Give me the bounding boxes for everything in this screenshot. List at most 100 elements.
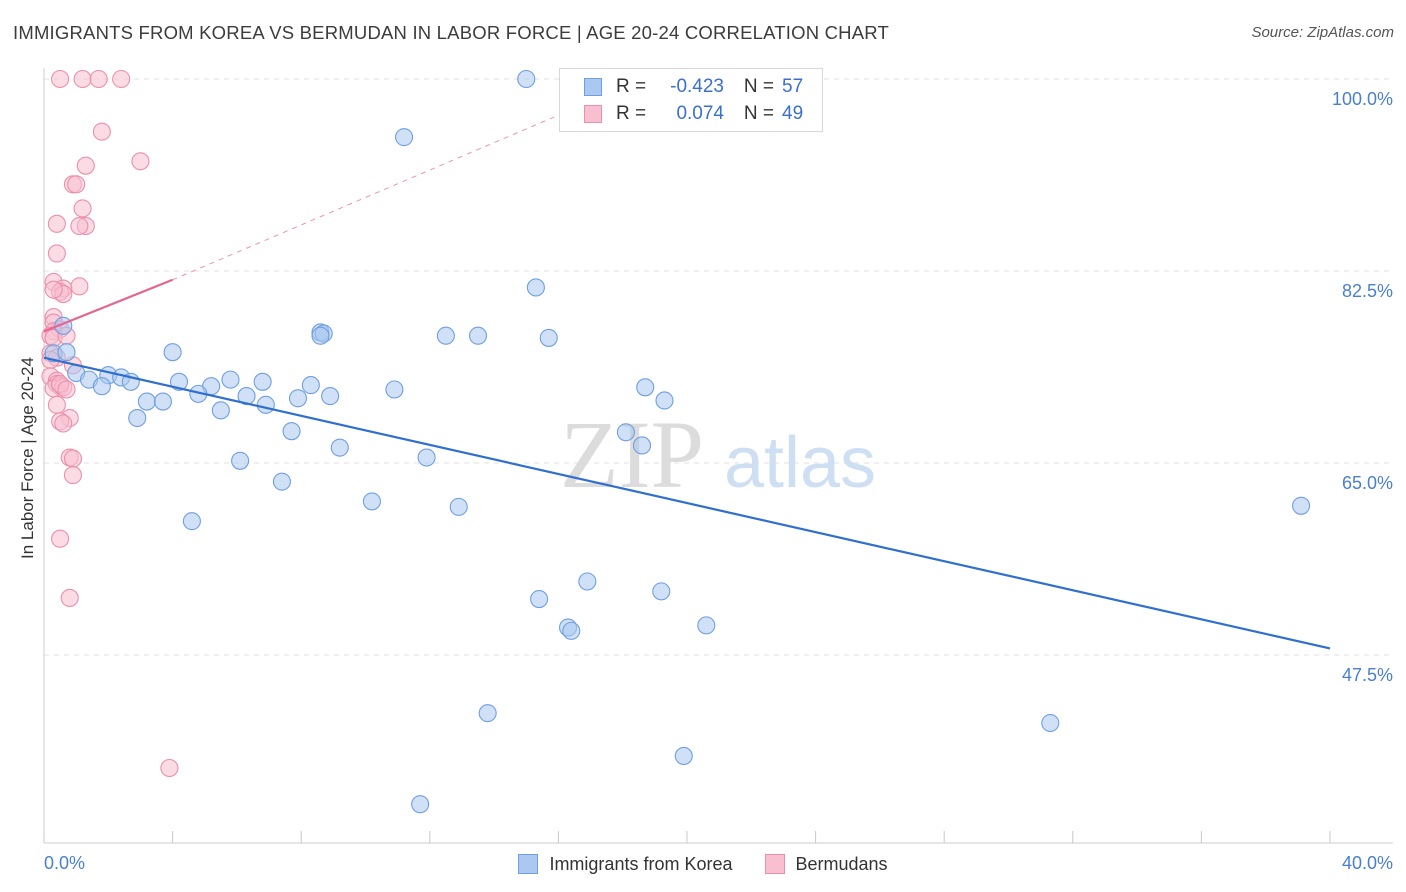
bermudan-point <box>44 280 63 299</box>
watermark-atlas: atlas <box>724 423 876 503</box>
y-tick-label: 100.0% <box>1332 89 1393 109</box>
r-value: 0.074 <box>676 103 724 124</box>
n-value: 49 <box>782 103 804 124</box>
korea-point <box>153 392 173 411</box>
korea-point <box>1041 713 1060 733</box>
bermudan-point <box>51 69 70 89</box>
bermudan-point <box>47 214 66 233</box>
r-value: -0.423 <box>670 76 724 97</box>
bermudan-point <box>73 199 92 218</box>
bermudan-point <box>60 588 79 607</box>
korea-point <box>301 376 320 395</box>
legend-row-korea: R = -0.423 N = 57 <box>584 75 803 99</box>
bermudan-trend-extension <box>172 114 559 281</box>
korea-point <box>636 378 655 397</box>
korea-point <box>163 343 182 362</box>
korea-point <box>1292 496 1311 515</box>
x-tick-label: 0.0% <box>44 853 85 873</box>
y-tick-label: 65.0% <box>1342 473 1393 493</box>
n-value: 57 <box>782 76 804 97</box>
korea-point <box>253 372 272 391</box>
legend-row-bermudan: R = 0.074 N = 49 <box>584 102 803 126</box>
bermudan-point <box>70 216 89 236</box>
korea-legend-swatch <box>518 854 539 874</box>
korea-point <box>578 572 597 591</box>
bermudan-point <box>47 395 66 414</box>
korea-point <box>517 69 536 89</box>
r-label: R = <box>616 76 647 97</box>
bermudan-point <box>57 380 76 399</box>
korea-point <box>655 391 674 410</box>
bermudan-point <box>54 414 73 433</box>
x-tick-label: 40.0% <box>1342 853 1393 873</box>
legend-item-korea[interactable]: Immigrants from Korea <box>518 853 733 875</box>
korea-point <box>562 621 581 640</box>
korea-point <box>288 389 308 408</box>
korea-point <box>674 746 693 765</box>
y-tick-label: 82.5% <box>1342 281 1393 301</box>
korea-point <box>616 423 635 442</box>
source-credit: Source: ZipAtlas.com <box>1251 24 1394 41</box>
korea-point <box>411 795 430 814</box>
korea-point <box>468 326 488 345</box>
bermudan-point <box>112 69 131 89</box>
korea-point <box>632 436 652 455</box>
korea-point <box>231 451 250 470</box>
korea-point <box>182 512 201 531</box>
korea-point <box>211 401 230 420</box>
bermudan-point <box>70 277 89 296</box>
bermudan-point <box>51 529 70 548</box>
korea-point <box>417 448 436 467</box>
korea-point <box>282 422 301 441</box>
bermudan-points <box>41 69 179 778</box>
korea-point <box>92 377 111 396</box>
bermudan-point <box>63 466 82 485</box>
bermudan-point <box>160 758 179 778</box>
korea-point <box>321 387 340 406</box>
korea-point <box>385 380 404 399</box>
korea-point <box>128 408 147 428</box>
korea-point <box>57 343 76 362</box>
korea-points <box>44 69 1311 814</box>
korea-point <box>478 704 497 723</box>
n-label: N = <box>743 76 774 97</box>
bermudan-swatch <box>584 105 602 123</box>
n-label: N = <box>743 103 774 124</box>
legend-item-bermudan[interactable]: Bermudans <box>764 853 888 875</box>
legend-label-bermudan: Bermudans <box>795 853 888 874</box>
korea-point <box>449 497 468 516</box>
bermudan-legend-swatch <box>764 854 785 874</box>
korea-point <box>697 616 716 635</box>
watermark-zip: ZIP <box>560 401 704 508</box>
bermudan-point <box>47 244 66 263</box>
korea-point <box>362 492 381 511</box>
series-legend: Immigrants from Korea Bermudans <box>0 852 1406 876</box>
bermudan-point <box>67 175 86 194</box>
grid-lines <box>44 78 1393 656</box>
bermudan-point <box>76 156 95 175</box>
bermudan-point <box>92 122 111 141</box>
bermudan-point <box>73 69 92 89</box>
korea-swatch <box>584 78 602 96</box>
korea-point <box>526 278 545 297</box>
axes <box>43 68 1393 844</box>
tick-labels: 100.0% 82.5% 65.0% 47.5% 0.0% 40.0% <box>44 89 1393 873</box>
korea-point <box>272 472 291 491</box>
chart-title: IMMIGRANTS FROM KOREA VS BERMUDAN IN LAB… <box>13 22 890 43</box>
bermudan-point <box>89 69 108 89</box>
korea-point <box>221 370 240 389</box>
korea-point <box>395 128 414 147</box>
r-label: R = <box>616 103 647 124</box>
korea-point <box>436 326 455 345</box>
korea-point <box>256 395 275 414</box>
korea-point <box>530 589 549 609</box>
legend-label-korea: Immigrants from Korea <box>549 853 733 874</box>
korea-point <box>539 328 558 347</box>
bermudan-trend-line <box>43 278 174 333</box>
bermudan-point <box>63 449 82 468</box>
y-tick-label: 47.5% <box>1342 665 1393 685</box>
watermark: ZIP atlas <box>560 401 876 508</box>
korea-point <box>330 438 349 457</box>
korea-trend-line <box>43 356 1331 650</box>
